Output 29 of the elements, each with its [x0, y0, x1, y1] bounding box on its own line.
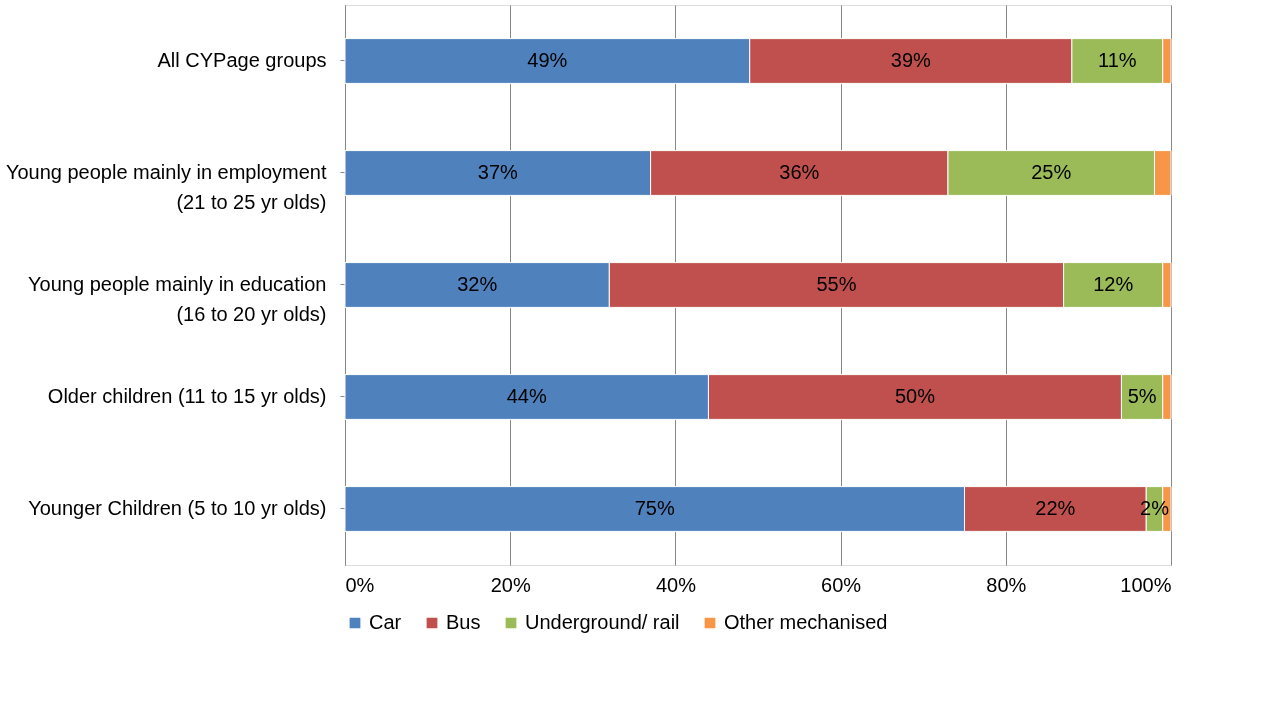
y-tick-label: Older children (11 to 15 yr olds)	[47, 385, 327, 407]
y-tick-label: Young people mainly in employment (21 to 25 yr olds)	[5, 161, 327, 213]
x-tick-label: 20%	[490, 573, 531, 596]
y-tick-label: All CYPage groups	[157, 49, 327, 71]
legend-label: Bus	[446, 611, 481, 633]
data-label: 49%	[527, 49, 568, 71]
data-label: 55%	[816, 273, 857, 295]
legend-label: Car	[369, 611, 402, 633]
legend-label: Underground/ rail	[525, 611, 680, 633]
data-label: 32%	[457, 273, 498, 295]
data-label: 39%	[890, 49, 932, 71]
data-label: 50%	[894, 385, 936, 407]
x-tick-label: 80%	[986, 573, 1027, 596]
data-label: 22%	[1035, 497, 1076, 519]
x-tick-label: 0%	[345, 573, 375, 596]
y-tick-label: Younger Children (5 to 10 yr olds)	[28, 497, 327, 519]
data-label: 11%	[1098, 49, 1137, 71]
x-tick-label: 60%	[821, 573, 862, 596]
data-label: 25%	[1031, 161, 1072, 183]
y-tick-label: Young people mainly in education (16 to 20 yr olds)	[28, 273, 327, 325]
x-tick-label: 40%	[655, 573, 697, 596]
data-label: 12%	[1093, 273, 1134, 295]
data-label: 5%	[1127, 385, 1157, 407]
data-label: 37%	[477, 161, 519, 183]
data-label: 75%	[634, 497, 675, 519]
legend-label: Other mechanised	[724, 611, 888, 633]
x-tick-label: 100%	[1120, 573, 1172, 596]
data-label: 44%	[506, 385, 547, 407]
data-label: 36%	[779, 161, 820, 183]
